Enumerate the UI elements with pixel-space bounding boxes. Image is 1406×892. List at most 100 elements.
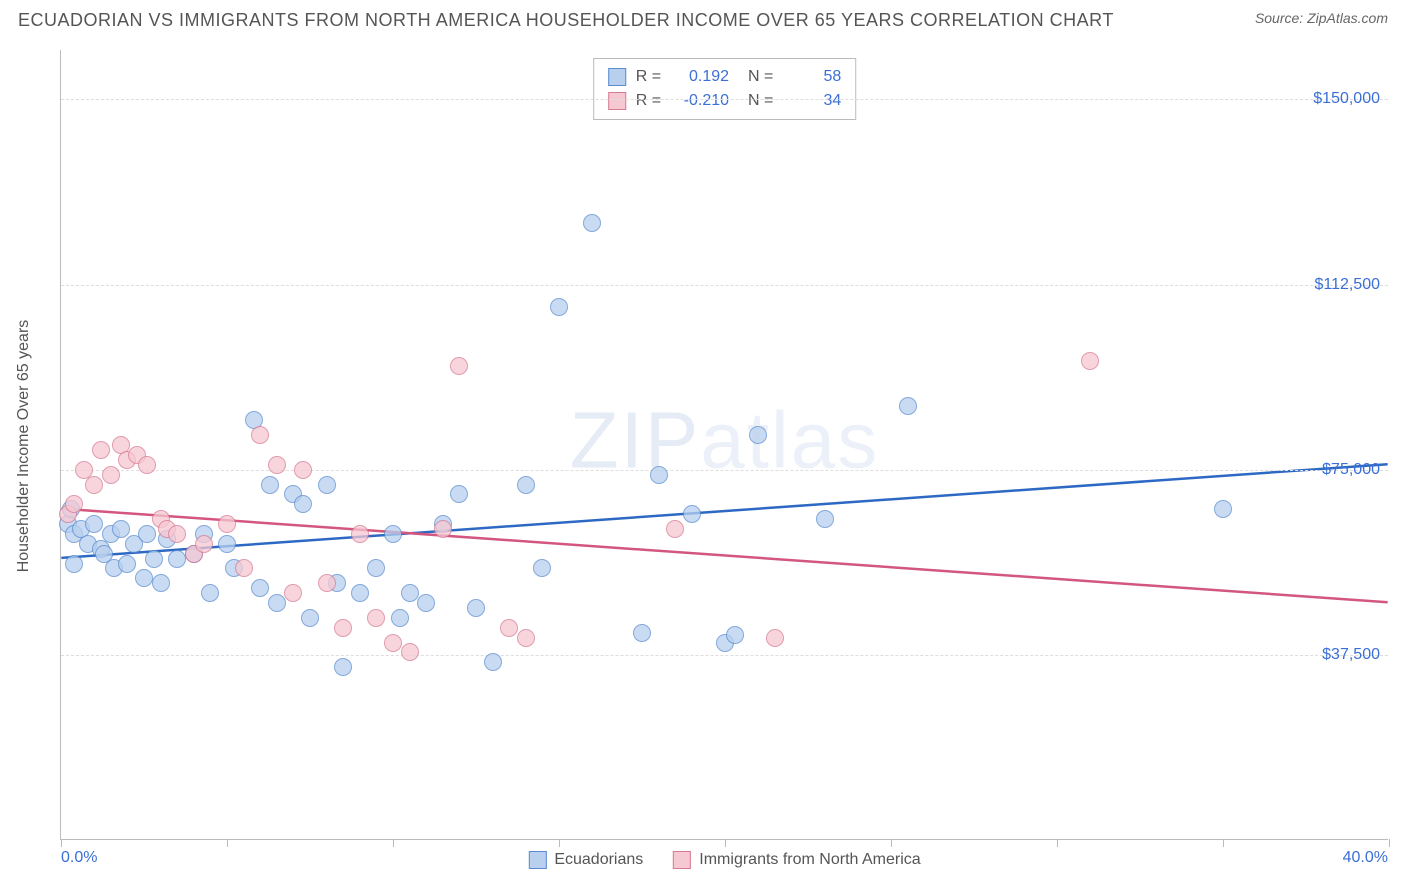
gridline [61, 655, 1388, 656]
n-label: N = [739, 65, 773, 89]
data-point [334, 658, 352, 676]
data-point [268, 594, 286, 612]
data-point [318, 574, 336, 592]
y-tick-label: $75,000 [1322, 461, 1380, 479]
data-point [726, 626, 744, 644]
swatch-series2 [608, 92, 626, 110]
data-point [550, 298, 568, 316]
data-point [417, 594, 435, 612]
r-value-1: 0.192 [671, 65, 729, 89]
legend-item-2: Immigrants from North America [673, 851, 920, 869]
data-point [367, 559, 385, 577]
n-value-2: 34 [783, 89, 841, 113]
data-point [218, 535, 236, 553]
data-point [251, 579, 269, 597]
swatch-series1 [528, 851, 546, 869]
x-tick [891, 839, 892, 847]
gridline [61, 470, 1388, 471]
data-point [384, 634, 402, 652]
data-point [816, 510, 834, 528]
data-point [168, 550, 186, 568]
data-point [401, 643, 419, 661]
data-point [145, 550, 163, 568]
scatter-plot-area: ZIPatlas R = 0.192 N = 58 R = -0.210 N =… [60, 50, 1388, 840]
data-point [235, 559, 253, 577]
data-point [351, 584, 369, 602]
data-point [467, 599, 485, 617]
x-tick [393, 839, 394, 847]
data-point [65, 555, 83, 573]
x-tick [1389, 839, 1390, 847]
y-tick-label: $37,500 [1322, 646, 1380, 664]
y-axis-title: Householder Income Over 65 years [15, 320, 33, 573]
n-label: N = [739, 89, 773, 113]
series2-name: Immigrants from North America [699, 851, 920, 869]
x-axis-min-label: 0.0% [61, 849, 97, 867]
watermark: ZIPatlas [570, 394, 879, 486]
r-label: R = [636, 65, 661, 89]
data-point [766, 629, 784, 647]
n-value-1: 58 [783, 65, 841, 89]
data-point [261, 476, 279, 494]
data-point [583, 214, 601, 232]
data-point [92, 441, 110, 459]
data-point [294, 461, 312, 479]
data-point [85, 476, 103, 494]
series-legend: Ecuadorians Immigrants from North Americ… [528, 851, 920, 869]
data-point [318, 476, 336, 494]
x-tick [1223, 839, 1224, 847]
legend-row-2: R = -0.210 N = 34 [608, 89, 842, 113]
data-point [450, 357, 468, 375]
source-label: Source: ZipAtlas.com [1255, 10, 1388, 26]
data-point [294, 495, 312, 513]
x-tick [227, 839, 228, 847]
data-point [195, 535, 213, 553]
data-point [268, 456, 286, 474]
trend-lines-layer [61, 50, 1388, 839]
data-point [683, 505, 701, 523]
x-tick [1057, 839, 1058, 847]
r-label: R = [636, 89, 661, 113]
chart-title: ECUADORIAN VS IMMIGRANTS FROM NORTH AMER… [18, 10, 1114, 31]
data-point [1214, 500, 1232, 518]
data-point [65, 495, 83, 513]
data-point [218, 515, 236, 533]
data-point [434, 520, 452, 538]
data-point [152, 574, 170, 592]
trend-line [61, 464, 1387, 558]
x-tick [725, 839, 726, 847]
data-point [351, 525, 369, 543]
data-point [517, 476, 535, 494]
data-point [749, 426, 767, 444]
data-point [284, 584, 302, 602]
data-point [135, 569, 153, 587]
data-point [334, 619, 352, 637]
data-point [102, 466, 120, 484]
data-point [650, 466, 668, 484]
swatch-series2 [673, 851, 691, 869]
gridline [61, 285, 1388, 286]
data-point [666, 520, 684, 538]
data-point [112, 520, 130, 538]
data-point [168, 525, 186, 543]
data-point [517, 629, 535, 647]
x-tick [559, 839, 560, 847]
data-point [85, 515, 103, 533]
data-point [201, 584, 219, 602]
data-point [633, 624, 651, 642]
data-point [899, 397, 917, 415]
x-axis-max-label: 40.0% [1343, 849, 1388, 867]
data-point [384, 525, 402, 543]
data-point [138, 456, 156, 474]
legend-item-1: Ecuadorians [528, 851, 643, 869]
data-point [500, 619, 518, 637]
data-point [251, 426, 269, 444]
data-point [391, 609, 409, 627]
series1-name: Ecuadorians [554, 851, 643, 869]
r-value-2: -0.210 [671, 89, 729, 113]
data-point [118, 555, 136, 573]
gridline [61, 99, 1388, 100]
y-tick-label: $112,500 [1314, 276, 1380, 294]
data-point [533, 559, 551, 577]
data-point [401, 584, 419, 602]
